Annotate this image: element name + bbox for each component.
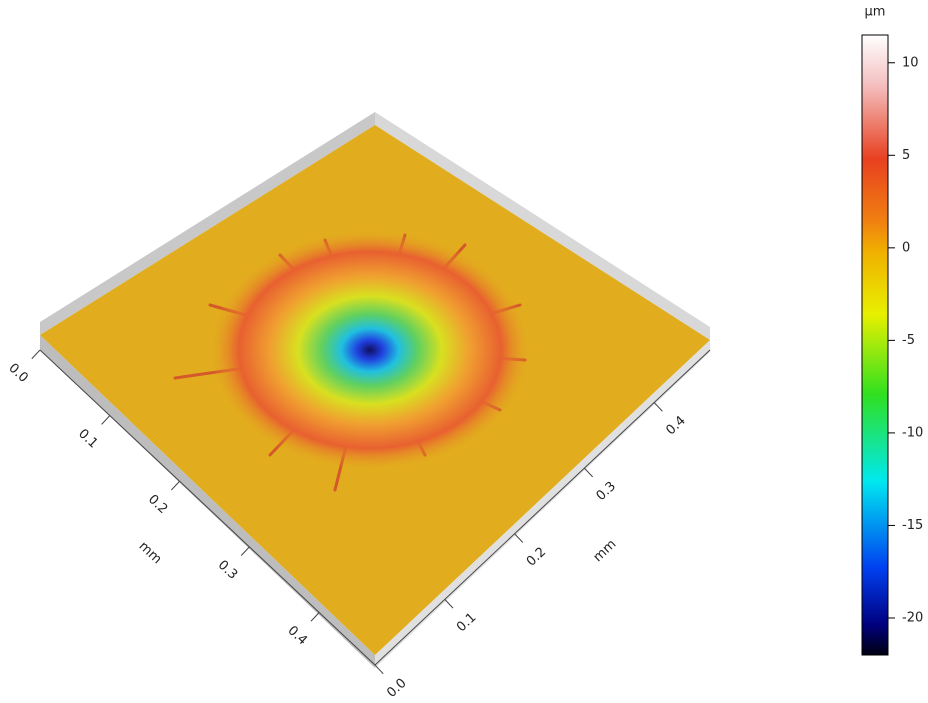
back-wall [40,112,375,335]
colorbar [861,34,889,656]
y-tick [444,599,454,609]
y-tick [514,533,524,543]
back-wall [375,112,710,340]
y-tick [653,402,663,412]
y-tick-label: 0.3 [594,479,619,504]
x-tick [170,480,180,491]
colorbar-tick-label: 0 [902,240,910,255]
colorbar-tick-label: -5 [902,333,915,348]
x-tick-label: 0.0 [5,361,30,386]
side-wall [40,335,375,668]
y-tick-label: 0.4 [663,413,688,438]
y-tick [584,467,593,478]
x-tick [240,546,250,556]
y-axis-label: mm [591,537,620,565]
x-tick [101,415,111,425]
y-tick-label: 0.0 [384,676,409,701]
colorbar-tick-label: -15 [902,518,923,533]
y-tick-label: 0.1 [454,610,479,635]
x-tick-label: 0.2 [145,492,170,517]
x-tick [31,349,41,360]
y-tick [374,664,384,675]
x-tick-label: 0.3 [215,558,240,583]
x-tick-label: 0.1 [75,426,100,451]
colorbar-tick-label: -20 [902,610,923,625]
colorbar-tick-label: 5 [902,148,910,163]
surface [40,112,710,668]
crater [210,230,530,470]
colorbar-tick-label: 10 [902,55,919,70]
x-tick-label: 0.4 [285,623,310,648]
x-axis-label: mm [136,539,165,567]
x-tick [310,612,320,622]
y-tick-label: 0.2 [524,545,549,570]
colorbar-label: µm [865,5,886,20]
colorbar-tick-label: -10 [902,425,923,440]
